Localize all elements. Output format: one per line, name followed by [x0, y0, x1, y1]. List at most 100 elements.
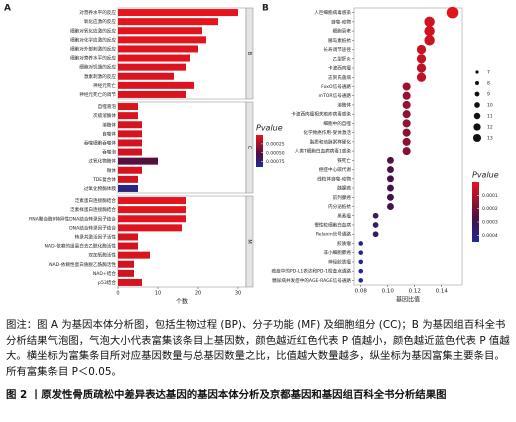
bar	[118, 278, 142, 286]
category-label: TDE复合体	[92, 176, 116, 183]
category-label: 内分泌抵抗	[328, 203, 351, 210]
category-label: 对营养水平的反应	[79, 9, 116, 16]
category-label: 溶酶体	[102, 121, 116, 128]
bar	[118, 148, 142, 156]
colorbar	[472, 182, 479, 242]
caption: 图注：图 A 为基因本体分析图，包括生物过程 (BP)、分子功能 (MF) 及细…	[6, 319, 510, 378]
bubble	[372, 212, 379, 219]
bubble	[402, 128, 411, 137]
bar	[118, 36, 206, 44]
size-legend-dot	[473, 112, 481, 120]
bar	[118, 27, 202, 35]
bubble	[358, 268, 364, 274]
category-label: 自噬-动物	[331, 18, 351, 25]
bar	[118, 9, 238, 17]
panel-label: B	[262, 4, 269, 14]
bubble	[416, 44, 427, 55]
figure-title: 图 2 丨原发性骨质疏松中差异表达基因的基因本体分析及京都基因和基因组百科全书分…	[6, 389, 447, 401]
strip-label: C	[246, 146, 252, 150]
category-label: 脂质和动脉粥样硬化	[310, 138, 352, 145]
bar	[118, 157, 158, 165]
category-label: 细胞对氧化应激的反应	[70, 27, 116, 34]
bar	[118, 103, 138, 111]
bar	[118, 18, 218, 26]
category-label: 人类T细胞白血病病毒1感染	[295, 148, 352, 155]
x-tick-label: 0.14	[436, 289, 449, 295]
bar	[118, 269, 134, 277]
bar	[118, 54, 190, 62]
bar	[118, 242, 138, 250]
category-label: Relaxin信号通路	[316, 231, 352, 238]
category-label: 双加氧酶活性	[88, 252, 116, 259]
bubble	[358, 250, 364, 255]
x-tick-label: 30	[235, 291, 241, 297]
category-label: 氧化应激的反应	[84, 18, 117, 25]
category-label: 转录共激活因子活性	[75, 233, 117, 240]
category-label: NAD-依赖性蛋白质脱乙酰酶活性	[49, 261, 116, 268]
bubble	[402, 119, 411, 128]
category-label: 胰岛素抵抗	[328, 37, 351, 44]
colorbar-label: 0.00050	[266, 150, 285, 156]
size-legend-label: 10	[487, 103, 493, 109]
category-label: 泛素样蛋白连接酶结合	[70, 206, 116, 213]
bubble	[402, 91, 411, 100]
category-label: 线粒体自噬-动物	[317, 175, 351, 182]
category-label: 吞噬泡	[102, 149, 116, 156]
strip	[245, 7, 254, 100]
bubble	[402, 147, 411, 156]
category-label: 志贺氏菌病	[328, 74, 351, 81]
category-label: 自噬体	[102, 130, 116, 137]
colorbar-label: 0.0001	[482, 193, 498, 199]
bubble	[424, 25, 435, 37]
bubble	[402, 137, 411, 146]
category-label: 前列腺癌	[333, 194, 352, 201]
category-label: 长寿调节途径	[323, 46, 351, 53]
size-legend-dot	[474, 80, 480, 86]
x-tick-label: 0.08	[355, 289, 368, 295]
category-label: mTOR信号通路	[319, 92, 352, 99]
bubble	[358, 259, 364, 265]
colorbar-label: 0.0003	[482, 220, 498, 226]
colorbar-label: 0.0004	[482, 233, 498, 239]
x-tick-label: 0	[116, 291, 119, 297]
size-legend-label: 12	[487, 125, 493, 131]
category-label: p53结合	[98, 279, 116, 286]
bubble	[402, 110, 411, 119]
bubble	[386, 156, 394, 164]
bubble	[372, 231, 379, 238]
bubble	[386, 184, 394, 192]
x-tick-label: 0.12	[409, 289, 421, 295]
category-label: 细胞对外部刺激的反应	[70, 45, 116, 52]
category-label: 细胞对饥饿的反应	[79, 64, 116, 71]
colorbar-label: 0.00025	[266, 141, 285, 147]
category-label: NAD+结合	[93, 270, 117, 277]
bubble	[358, 278, 364, 283]
category-label: 胰腺癌	[337, 185, 351, 192]
bar	[118, 90, 186, 98]
category-label: DNA结合转录因子结合	[69, 224, 116, 231]
category-label: 次级溶酶体	[93, 112, 116, 119]
category-label: 糖尿病并发症中的AGE-RAGE信号通路	[272, 277, 351, 284]
bar	[118, 197, 186, 205]
bar	[118, 206, 186, 214]
x-axis-label: 个数	[176, 298, 188, 306]
bubble	[416, 72, 427, 82]
bar	[118, 112, 138, 120]
category-label: 乙型肝炎	[333, 55, 352, 62]
category-label: 神经胶质瘤	[328, 258, 351, 265]
strip-label: M	[246, 239, 252, 243]
colorbar-label: 0.0002	[482, 206, 498, 212]
bubble	[386, 203, 394, 210]
bar	[118, 175, 138, 183]
category-label: 细胞中的自噬	[323, 120, 351, 127]
size-legend-label: 13	[487, 136, 493, 142]
category-label: RNA聚合酶II特异性DNA结合转录因子结合	[29, 215, 116, 222]
plot-box	[353, 7, 463, 286]
category-label: 泛素蛋白连接酶结合	[75, 197, 117, 204]
category-label: 过氧化物酶体膜	[84, 185, 117, 192]
strip	[245, 101, 254, 194]
category-label: 细胞对营养水平的反应	[70, 55, 116, 62]
bubble	[402, 82, 411, 91]
category-label: 人巨细胞病毒感染	[314, 9, 351, 16]
